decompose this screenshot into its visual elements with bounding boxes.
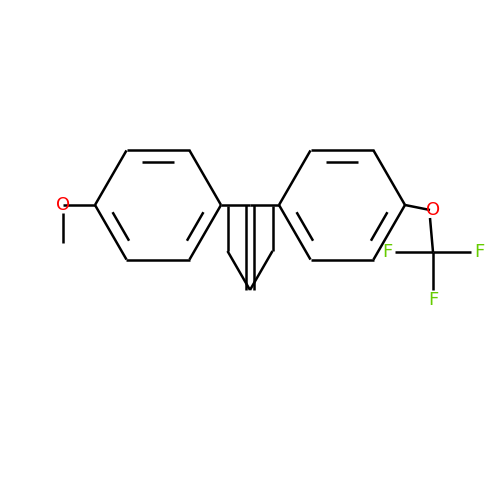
Text: F: F — [428, 291, 438, 309]
Text: O: O — [56, 196, 70, 214]
Text: O: O — [426, 201, 440, 219]
Text: F: F — [474, 243, 484, 261]
Text: F: F — [382, 243, 392, 261]
